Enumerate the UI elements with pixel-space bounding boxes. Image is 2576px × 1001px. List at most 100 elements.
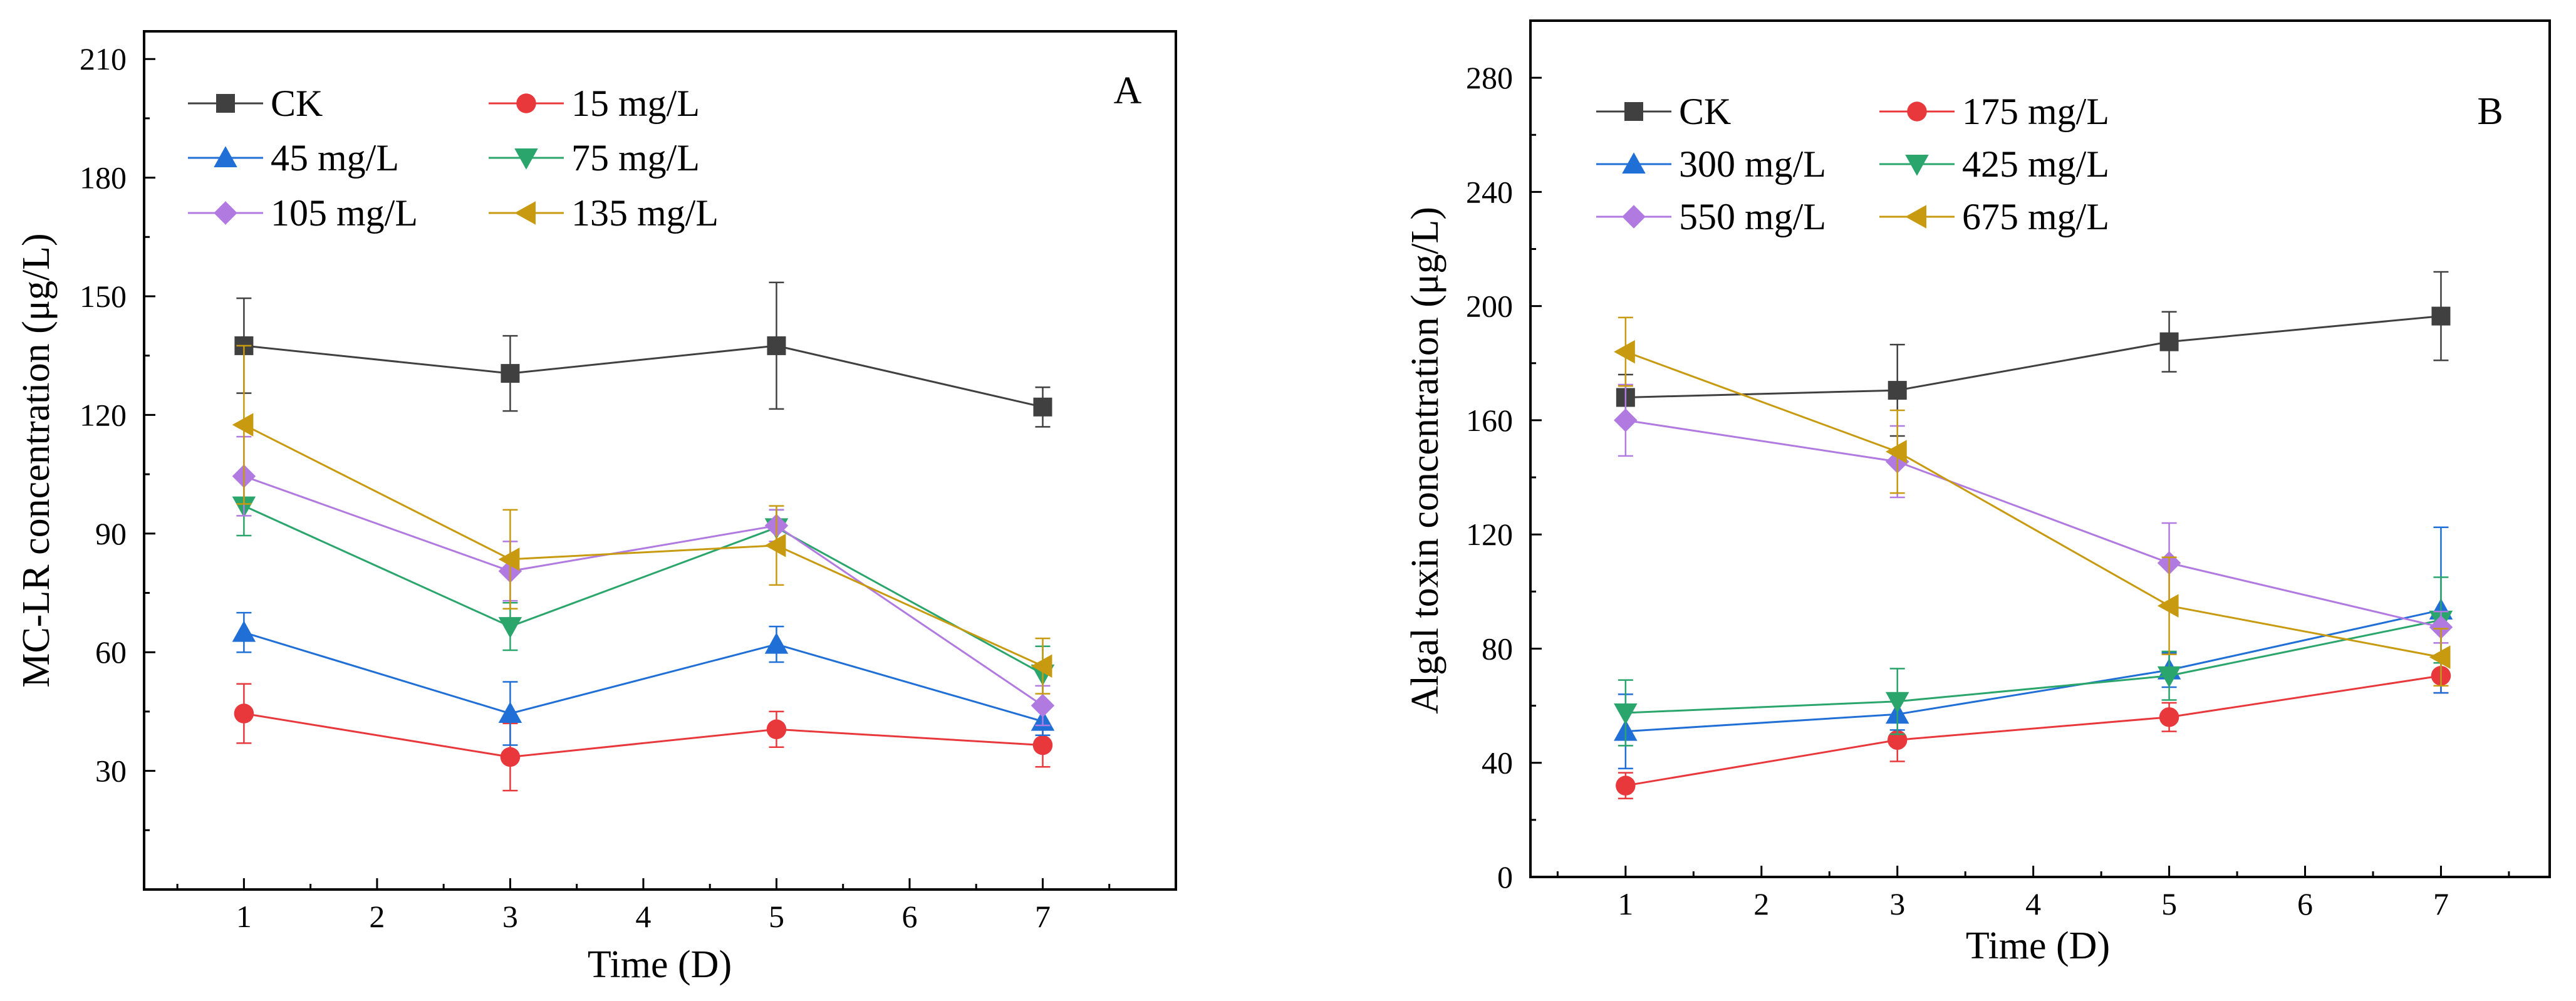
panel-b-legend-label: 300 mg/L — [1679, 143, 1826, 185]
panel-a-series-ck — [234, 281, 1052, 428]
panel-b-legend-marker — [1905, 155, 1929, 176]
panel-a-series-45-mg-l — [232, 611, 1055, 746]
panel-b-data-point — [2429, 615, 2453, 640]
panel-b-y-tick-label: 120 — [1466, 517, 1513, 552]
panel-b-y-tick-label: 0 — [1497, 859, 1513, 895]
panel-a-legend-label: 15 mg/L — [571, 83, 700, 124]
panel-a-data-point — [500, 747, 521, 767]
panel-b-y-tick-label: 200 — [1466, 289, 1513, 324]
panel-a-series-15-mg-l — [234, 683, 1053, 792]
panel-a-legend-marker — [514, 201, 536, 225]
panel-b-x-tick-label: 2 — [1753, 886, 1769, 921]
panel-a-legend-label: 105 mg/L — [271, 192, 418, 234]
panel-a-legend-label: 75 mg/L — [571, 137, 700, 179]
panel-b-legend-item: 175 mg/L — [1879, 91, 2109, 132]
panel-a-legend-item: 105 mg/L — [188, 192, 418, 234]
panel-b-data-point — [1614, 340, 1635, 364]
panel-a-y-tick-label: 90 — [95, 516, 127, 551]
panel-b-data-point — [2429, 645, 2451, 669]
panel-a-legend-label: 45 mg/L — [271, 137, 399, 179]
panel-a-y-tick-label: 210 — [80, 41, 127, 76]
panel-a-legend-item: 45 mg/L — [188, 137, 399, 179]
panel-a-legend-marker — [216, 94, 235, 113]
panel-a-data-point — [764, 533, 786, 558]
panel-a-series-line — [244, 712, 1043, 759]
panel-a-letter: A — [1114, 70, 1142, 112]
panel-b-data-point — [1614, 408, 1638, 432]
panel-a-x-tick-label: 1 — [236, 899, 252, 934]
panel-a-x-tick-label: 5 — [769, 899, 784, 934]
panel-a-legend-marker — [514, 148, 538, 170]
panel-a-series-line — [244, 345, 1043, 408]
panel-b-x-tick-label: 1 — [1618, 886, 1633, 921]
panel-b-legend-item: 300 mg/L — [1596, 143, 1826, 185]
panel-b-legend-label: 550 mg/L — [1679, 196, 1826, 237]
panel-a-y-tick-label: 150 — [80, 279, 127, 314]
panel-a-data-point — [764, 632, 789, 654]
panel-b-plot-frame — [1529, 19, 2551, 878]
panel-b-series-line — [1625, 315, 2441, 398]
panel-b-series-line — [1625, 609, 2441, 733]
panel-a-legend-marker — [214, 201, 237, 225]
panel-b-y-tick-label: 160 — [1466, 403, 1513, 438]
panel-a-x-tick-label: 2 — [369, 899, 385, 934]
panel-a-legend-item: CK — [188, 83, 323, 124]
panel-b-legend-marker — [1622, 152, 1646, 174]
panel-b-data-point — [2431, 306, 2451, 326]
panel-a-x-tick-label: 7 — [1035, 899, 1051, 934]
panel-a-x-axis-title: Time (D) — [588, 943, 732, 986]
panel-a-series-line — [243, 505, 1044, 675]
panel-b-legend-label: 175 mg/L — [1962, 91, 2109, 132]
panel-b-legend-item: 425 mg/L — [1879, 143, 2109, 185]
panel-b-legend-marker — [1624, 102, 1643, 121]
panel-a-legend-marker — [516, 93, 536, 113]
panel-a-data-point — [498, 702, 522, 724]
panel-a-series-135-mg-l — [232, 345, 1052, 695]
panel-b-series-line — [1625, 619, 2441, 714]
panel-b-x-tick-label: 4 — [2025, 886, 2041, 921]
panel-a-x-tick-label: 3 — [502, 899, 518, 934]
panel-a-y-tick-label: 180 — [80, 160, 127, 195]
panel-b-data-point — [1885, 692, 1909, 713]
panel-b-data-point — [2159, 707, 2179, 727]
panel-b-chart: 1 2 3 4 5 6 7 0 40 80 120 160 200 240 280 CK 300 mg/L 55… — [1404, 19, 2551, 967]
panel-b-data-point — [1614, 703, 1638, 725]
panel-a-data-point — [498, 617, 522, 638]
panel-a-legend-item: 15 mg/L — [489, 83, 700, 124]
panel-a-y-axis-title: MC-LR concentration (μg/L) — [15, 233, 58, 687]
panel-b-data-point — [1616, 775, 1636, 796]
panel-b-legend-label: 425 mg/L — [1962, 143, 2109, 185]
panel-b-x-tick-label: 5 — [2161, 886, 2177, 921]
panel-b-letter: B — [2477, 90, 2503, 133]
panel-a-series-line — [243, 475, 1044, 707]
panel-b-y-tick-label: 280 — [1466, 60, 1513, 95]
panel-a-plot-frame — [143, 30, 1177, 891]
panel-b-series-line — [1625, 419, 2441, 628]
panel-b-data-point — [2157, 594, 2179, 618]
panel-b-series-550-mg-l — [1614, 383, 2453, 644]
panel-b-legend-marker — [1907, 101, 1927, 122]
panel-a-data-point — [767, 336, 786, 355]
panel-b-series-425-mg-l — [1614, 576, 2453, 747]
panel-b-series-300-mg-l — [1614, 526, 2453, 770]
panel-b-y-axis-title: Algal toxin concentration (μg/L) — [1404, 207, 1446, 714]
panel-a-legend-item: 135 mg/L — [489, 192, 719, 234]
panel-b-series-line — [1625, 351, 2441, 658]
panel-b-x-tick-label: 6 — [2297, 886, 2313, 921]
panel-b-data-point — [2157, 666, 2181, 688]
panel-a-series-line — [243, 631, 1043, 723]
panel-b-data-point — [1885, 440, 1907, 464]
panel-a-x-tick-label: 4 — [635, 899, 651, 934]
panel-b-x-axis-title: Time (D) — [1966, 925, 2110, 967]
panel-a-data-point — [766, 719, 787, 740]
panel-a-data-point — [501, 364, 520, 383]
panel-b-y-tick-label: 40 — [1482, 745, 1513, 781]
panel-a-data-point — [232, 413, 254, 437]
panel-b-legend-item: 675 mg/L — [1879, 196, 2109, 237]
panel-a-data-point — [232, 620, 256, 642]
panel-b-legend-marker — [1905, 205, 1926, 229]
panel-a-data-point — [498, 547, 520, 571]
panel-b-y-tick-label: 80 — [1482, 631, 1513, 666]
panel-a-series-105-mg-l — [232, 435, 1055, 727]
